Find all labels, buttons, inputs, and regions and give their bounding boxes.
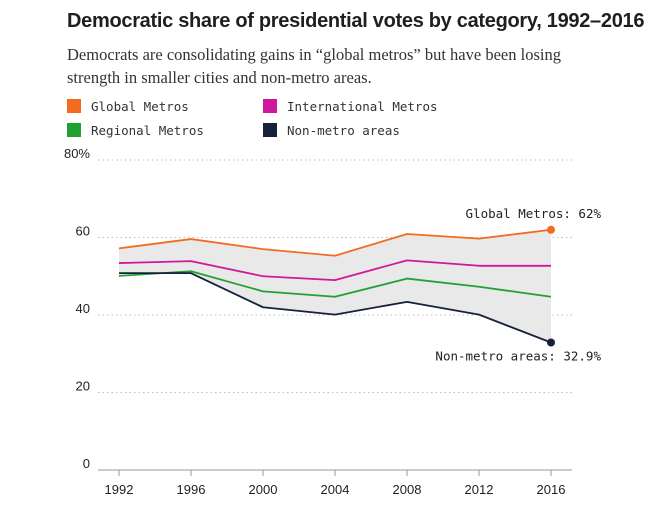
y-tick-label: 0 — [83, 456, 90, 471]
series-line-global-metros — [118, 228, 552, 257]
annotation-non-metro-areas: Non-metro areas: 32.9% — [435, 349, 601, 364]
legend-swatch — [263, 99, 277, 113]
x-tick-label: 2000 — [249, 482, 278, 497]
range-band — [119, 229, 551, 343]
chart-subtitle: Democrats are consolidating gains in “gl… — [67, 45, 561, 87]
legend-item-regional-metros: Regional Metros — [67, 121, 204, 139]
legend-swatch — [67, 123, 81, 137]
x-tick-label: 2016 — [537, 482, 566, 497]
chart-legend: Global Metros International Metros Regio… — [67, 97, 607, 147]
series-line-regional-metros — [118, 270, 552, 298]
x-tick-label: 2004 — [321, 482, 350, 497]
legend-label: Global Metros — [91, 98, 189, 114]
legend-item-global-metros: Global Metros — [67, 97, 189, 115]
annotation-global-metros: Global Metros: 62% — [466, 206, 602, 221]
x-tick-label: 1996 — [177, 482, 206, 497]
series-line-non-metro-areas — [119, 272, 552, 344]
x-tick-label: 1992 — [105, 482, 134, 497]
series-line-international-metros — [118, 259, 551, 282]
chart-title: Democratic share of presidential votes b… — [67, 10, 645, 32]
endpoint-dot-non-metro-areas — [547, 338, 555, 347]
x-tick-label: 2008 — [393, 482, 422, 497]
legend-label: International Metros — [287, 98, 438, 114]
y-tick-label: 60 — [76, 224, 90, 239]
endpoint-dot-global-metros — [547, 225, 555, 234]
legend-item-international-metros: International Metros — [263, 97, 438, 115]
legend-swatch — [263, 123, 277, 137]
legend-item-non-metro-areas: Non-metro areas — [263, 121, 400, 139]
y-tick-label: 80% — [64, 146, 90, 161]
x-tick-label: 2012 — [465, 482, 494, 497]
legend-label: Non-metro areas — [287, 122, 400, 138]
y-tick-label: 20 — [76, 379, 90, 394]
legend-swatch — [67, 99, 81, 113]
legend-label: Regional Metros — [91, 122, 204, 138]
y-tick-label: 40 — [76, 301, 90, 316]
